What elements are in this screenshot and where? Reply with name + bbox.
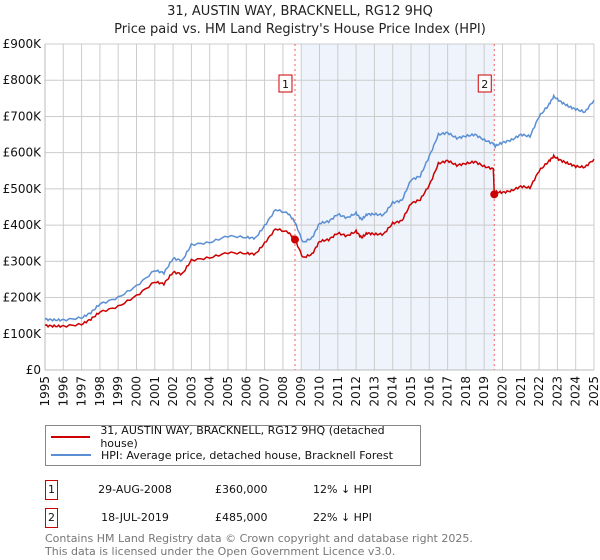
x-tick-label: 2007 <box>258 376 272 407</box>
sale-hpi-diff: 12% ↓ HPI <box>313 483 372 496</box>
x-tick-label: 2005 <box>221 376 235 407</box>
x-tick-label: 2020 <box>496 376 510 407</box>
legend-label-hpi: HPI: Average price, detached house, Brac… <box>101 448 393 462</box>
x-tick-label: 2009 <box>294 376 308 407</box>
x-tick-label: 2014 <box>386 376 400 407</box>
shaded-period <box>301 44 495 370</box>
sale-row-2: 2 18-JUL-2019 £485,000 22% ↓ HPI <box>45 508 445 528</box>
plot-area: 1995 1996 1997 1998 1999 2000 2001 2002 2003 2004… <box>3 37 600 407</box>
footer-copyright: Contains HM Land Registry data © Crown c… <box>45 532 473 545</box>
sale-point <box>290 235 299 244</box>
x-tick-label: 2003 <box>184 376 198 407</box>
y-tick-label: £500K <box>3 182 43 196</box>
x-tick-label: 1995 <box>38 376 52 407</box>
x-tick-label: 1999 <box>111 376 125 407</box>
x-tick-label: 2010 <box>313 376 327 407</box>
x-tick-label: 2006 <box>239 376 253 407</box>
legend-item-property: 31, AUSTIN WAY, BRACKNELL, RG12 9HQ (det… <box>51 424 420 450</box>
sale-label-box <box>278 74 293 93</box>
legend-label-property: 31, AUSTIN WAY, BRACKNELL, RG12 9HQ (det… <box>100 424 385 450</box>
y-tick-label: £100K <box>3 327 43 341</box>
footer-licence: This data is licensed under the Open Gov… <box>45 545 396 558</box>
y-tick-label: £800K <box>3 73 43 87</box>
legend: 31, AUSTIN WAY, BRACKNELL, RG12 9HQ (det… <box>45 424 421 466</box>
x-tick-label: 1997 <box>75 376 89 407</box>
y-tick-label: £900K <box>3 37 43 51</box>
x-tick-label: 2015 <box>404 376 418 407</box>
chart-subtitle: Price paid vs. HM Land Registry's House … <box>114 22 486 37</box>
sale-label-text: 2 <box>481 78 488 91</box>
sale-label-box <box>477 74 492 93</box>
y-tick-label: £200K <box>3 291 43 305</box>
x-tick-label: 2011 <box>331 376 345 407</box>
x-tick-label: 1996 <box>56 376 70 407</box>
y-tick-label: £400K <box>3 218 43 232</box>
x-tick-label: 2000 <box>130 376 144 407</box>
x-tick-label: 2017 <box>441 376 455 407</box>
y-tick-label: £0 <box>26 363 41 377</box>
x-tick-label: 2013 <box>367 376 381 407</box>
y-tick-label: £700K <box>3 109 43 123</box>
chart-title: 31, AUSTIN WAY, BRACKNELL, RG12 9HQ <box>167 4 433 19</box>
x-tick-label: 2024 <box>569 376 583 407</box>
x-tick-label: 2008 <box>276 376 290 407</box>
sale-price: £360,000 <box>215 483 268 496</box>
sale-row-1: 1 29-AUG-2008 £360,000 12% ↓ HPI <box>45 480 445 500</box>
x-tick-label: 2025 <box>587 376 600 407</box>
footer: Contains HM Land Registry data © Crown c… <box>45 532 473 558</box>
x-tick-label: 1998 <box>93 376 107 407</box>
legend-item-hpi: HPI: Average price, detached house, Brac… <box>51 447 393 463</box>
y-tick-label: £600K <box>3 146 43 160</box>
sale-point <box>490 190 499 199</box>
x-tick-label: 2002 <box>166 376 180 407</box>
sale-price: £485,000 <box>215 511 268 524</box>
x-tick-label: 2021 <box>514 376 528 407</box>
x-tick-label: 2001 <box>148 376 162 407</box>
x-tick-label: 2019 <box>477 376 491 407</box>
legend-swatch-blue <box>51 454 91 456</box>
x-tick-label: 2023 <box>550 376 564 407</box>
x-tick-label: 2016 <box>422 376 436 407</box>
x-tick-label: 2004 <box>203 376 217 407</box>
sale-date: 18-JUL-2019 <box>101 511 169 524</box>
sale-label-text: 1 <box>282 78 289 91</box>
x-tick-label: 2022 <box>532 376 546 407</box>
x-tick-label: 2012 <box>349 376 363 407</box>
sale-date: 29-AUG-2008 <box>98 483 172 496</box>
y-tick-label: £300K <box>3 254 43 268</box>
sale-marker-badge: 2 <box>45 508 58 528</box>
property-price-line <box>44 153 595 329</box>
sale-hpi-diff: 22% ↓ HPI <box>313 511 372 524</box>
legend-swatch-red <box>51 436 91 438</box>
hpi-line <box>44 93 595 322</box>
x-tick-label: 2018 <box>459 376 473 407</box>
sale-marker-badge: 1 <box>45 480 58 500</box>
